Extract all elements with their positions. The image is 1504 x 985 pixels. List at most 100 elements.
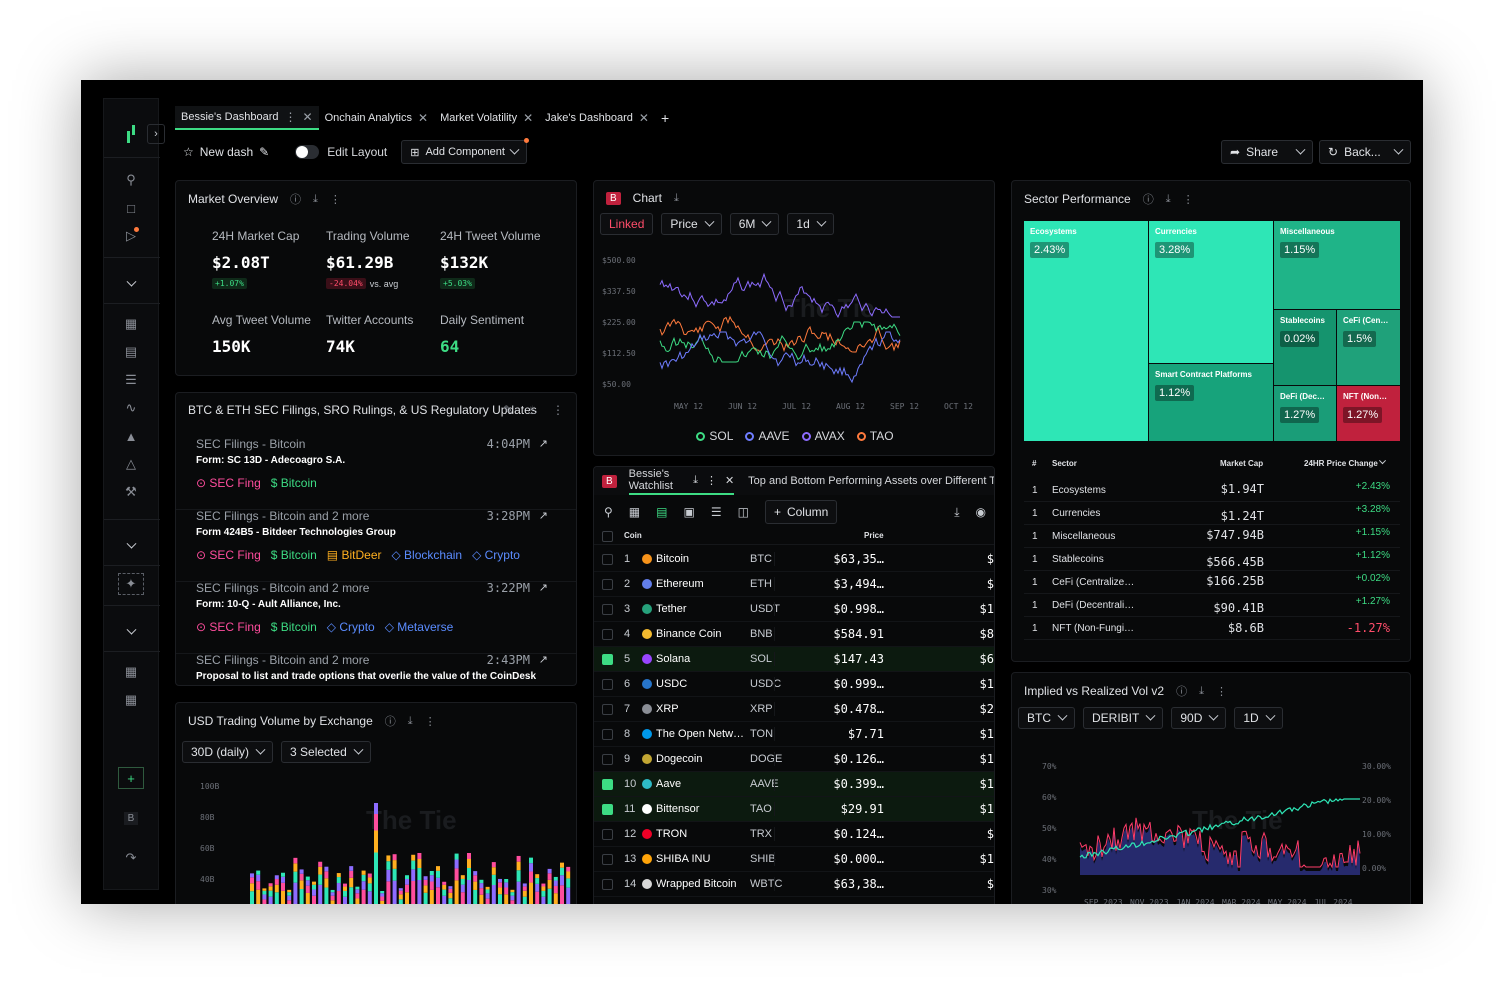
table-row[interactable]: 3 Tether USDT $0.998… $1 xyxy=(594,597,994,622)
expand-sidebar-button[interactable]: › xyxy=(147,124,165,144)
download-icon[interactable]: ⤓ xyxy=(693,473,698,486)
edit-layout-toggle[interactable]: Edit Layout xyxy=(295,145,387,159)
flask-icon[interactable]: △ xyxy=(126,456,136,471)
info-icon[interactable]: ⓘ xyxy=(384,716,396,728)
table-row[interactable]: 1 Bitcoin BTC $63,35… $ xyxy=(594,547,994,572)
download-icon[interactable]: ⤓ xyxy=(674,191,679,204)
table-row[interactable]: 1 NFT (Non-Fungi… $8.6B -1.27% xyxy=(1024,617,1400,640)
close-icon[interactable]: ✕ xyxy=(523,111,534,125)
back-button[interactable]: ↻ Back... xyxy=(1319,140,1411,164)
table-row[interactable]: 10 Aave AAVE $0.399… $1 xyxy=(594,772,994,797)
filing-tag[interactable]: ◇ Metaverse xyxy=(384,620,454,634)
table-row[interactable]: 1 Ecosystems $1.94T +2.43% xyxy=(1024,479,1400,502)
filing-item[interactable]: SEC Filings - Bitcoin and 2 more 3:28PM ↗ F… xyxy=(196,509,556,564)
row-checkbox[interactable] xyxy=(602,879,613,890)
download-icon[interactable]: ⤓ xyxy=(954,504,960,519)
chevron-down-icon[interactable] xyxy=(118,621,144,643)
more-icon[interactable]: ⋮ xyxy=(424,715,436,728)
close-icon[interactable]: ✕ xyxy=(638,111,649,125)
chevron-down-icon[interactable] xyxy=(118,273,144,295)
table-row[interactable]: 2 Ethereum ETH $3,494… $ xyxy=(594,572,994,597)
money-icon[interactable]: ▤ xyxy=(656,505,668,519)
info-icon[interactable]: ⓘ xyxy=(290,194,302,206)
row-checkbox[interactable] xyxy=(602,754,613,765)
filing-item[interactable]: SEC Filings - Bitcoin and 2 more 2:43PM ↗ P… xyxy=(196,653,556,682)
add-component-button[interactable]: ⊞ Add Component xyxy=(401,138,529,164)
chart-line-icon[interactable]: ∿ xyxy=(125,400,137,415)
legend-entry[interactable]: AAVE xyxy=(745,429,790,443)
filing-tag[interactable]: ⊙ SEC Fing xyxy=(196,476,261,490)
row-checkbox[interactable] xyxy=(602,704,613,715)
table-row[interactable]: 8 The Open Netw… TON $7.71 $1 xyxy=(594,722,994,747)
table-icon[interactable]: ☰ xyxy=(125,372,137,387)
more-icon[interactable]: ⋮ xyxy=(1215,685,1227,698)
external-link-icon[interactable]: ↗ xyxy=(538,438,548,450)
bank-icon[interactable]: ▲ xyxy=(124,428,138,444)
table-row[interactable]: 11 Bittensor TAO $29.91 $1 xyxy=(594,797,994,822)
table-row[interactable]: 13 SHIBA INU SHIB $0.000… $1 xyxy=(594,847,994,872)
filing-tag[interactable]: $ Bitcoin xyxy=(270,548,317,562)
filing-tag[interactable]: $ Bitcoin xyxy=(270,476,317,490)
treemap-tile[interactable]: Currencies 3.28% xyxy=(1149,221,1273,363)
pencil-icon[interactable]: ✎ xyxy=(503,403,514,417)
tab-jakes-dashboard[interactable]: Jake's Dashboard ✕ xyxy=(545,111,649,125)
tab-onchain-analytics[interactable]: Onchain Analytics ✕ xyxy=(324,111,429,125)
more-icon[interactable]: ⋮ xyxy=(1182,193,1194,206)
filing-tag[interactable]: ▤ BitDeer xyxy=(326,548,382,562)
table-row[interactable]: 1 DeFi (Decentrali… $90.41B +1.27% xyxy=(1024,594,1400,617)
new-dash-button[interactable]: ☆ New dash ✎ xyxy=(183,145,270,159)
filing-tag[interactable]: ◇ Blockchain xyxy=(391,548,463,562)
notification-icon[interactable]: ▷ xyxy=(118,225,144,247)
row-checkbox[interactable] xyxy=(602,829,613,840)
filing-tag[interactable]: ⊙ SEC Fing xyxy=(196,620,261,634)
row-checkbox[interactable] xyxy=(602,804,613,815)
range-select[interactable]: 6M xyxy=(729,213,780,235)
filing-tag[interactable]: ◇ Crypto xyxy=(326,620,375,634)
grid-icon[interactable]: ▦ xyxy=(124,316,138,331)
table-row[interactable]: 7 XRP XRP $0.478… $2 xyxy=(594,697,994,722)
interval-select[interactable]: 1D xyxy=(1234,707,1283,729)
column-header-price[interactable]: Price xyxy=(864,531,884,540)
table-row[interactable]: 14 Wrapped Bitcoin WBTC $63,38… $ xyxy=(594,872,994,897)
filing-tag[interactable]: $ Bitcoin xyxy=(270,620,317,634)
news-icon[interactable]: ▤ xyxy=(124,344,138,359)
close-icon[interactable]: ✕ xyxy=(724,474,735,487)
download-icon[interactable]: ⤓ xyxy=(407,714,413,727)
bell-icon[interactable]: ♨ xyxy=(527,403,538,417)
column-header-market-cap[interactable]: Market Cap xyxy=(1220,459,1264,468)
lock-icon[interactable]: ▣ xyxy=(683,505,695,519)
treemap-tile[interactable]: Smart Contract Platforms 1.12% xyxy=(1149,364,1273,441)
table-row[interactable]: 1 Miscellaneous $747.94B +1.15% xyxy=(1024,525,1400,548)
filter-icon[interactable]: ☰ xyxy=(710,505,722,519)
download-icon[interactable]: ⤓ xyxy=(313,192,318,205)
external-link-icon[interactable]: ↗ xyxy=(538,582,548,594)
row-checkbox[interactable] xyxy=(602,554,613,565)
wrench-icon[interactable]: ⚒ xyxy=(125,484,137,499)
filing-item[interactable]: SEC Filings - Bitcoin and 2 more 3:22PM ↗ F… xyxy=(196,581,556,636)
column-header-coin[interactable]: Coin xyxy=(624,531,642,540)
exchange-select[interactable]: 3 Selected xyxy=(281,741,371,763)
tab-bessies-dashboard[interactable]: Bessie's Dashboard ⋮ ✕ xyxy=(175,106,319,130)
metric-select[interactable]: Price xyxy=(661,213,722,235)
table-row[interactable]: 12 TRON TRX $0.124… $ xyxy=(594,822,994,847)
tab-top-bottom-performers[interactable]: Top and Bottom Performing Assets over Di… xyxy=(748,475,995,487)
search-icon[interactable]: ⚲ xyxy=(604,505,613,519)
column-header-price-change[interactable]: 24HR Price Change xyxy=(1304,457,1387,468)
more-icon[interactable]: ⋮ xyxy=(284,110,297,124)
table-row[interactable]: 5 Solana SOL $147.43 $6 xyxy=(594,647,994,672)
row-checkbox[interactable] xyxy=(602,854,613,865)
info-icon[interactable]: ⓘ xyxy=(1176,686,1188,698)
add-tab-button[interactable]: + xyxy=(655,106,675,130)
treemap-tile[interactable]: Ecosystems 2.43% xyxy=(1024,221,1148,441)
linked-button[interactable]: Linked xyxy=(600,213,654,235)
table-row[interactable]: 9 Dogecoin DOGE $0.126… $1 xyxy=(594,747,994,772)
row-checkbox[interactable] xyxy=(602,779,613,790)
filing-tag[interactable]: ⊙ SEC Fing xyxy=(196,548,261,562)
table-row[interactable]: 4 Binance Coin BNB $584.91 $8 xyxy=(594,622,994,647)
period-select[interactable]: 30D (daily) xyxy=(182,741,274,763)
row-checkbox[interactable] xyxy=(602,604,613,615)
table-row[interactable]: 1 Currencies $1.24T +3.28% xyxy=(1024,502,1400,525)
download-icon[interactable]: ⤓ xyxy=(1199,684,1204,697)
row-checkbox[interactable] xyxy=(602,679,613,690)
camera-icon[interactable]: ◉ xyxy=(975,505,986,519)
